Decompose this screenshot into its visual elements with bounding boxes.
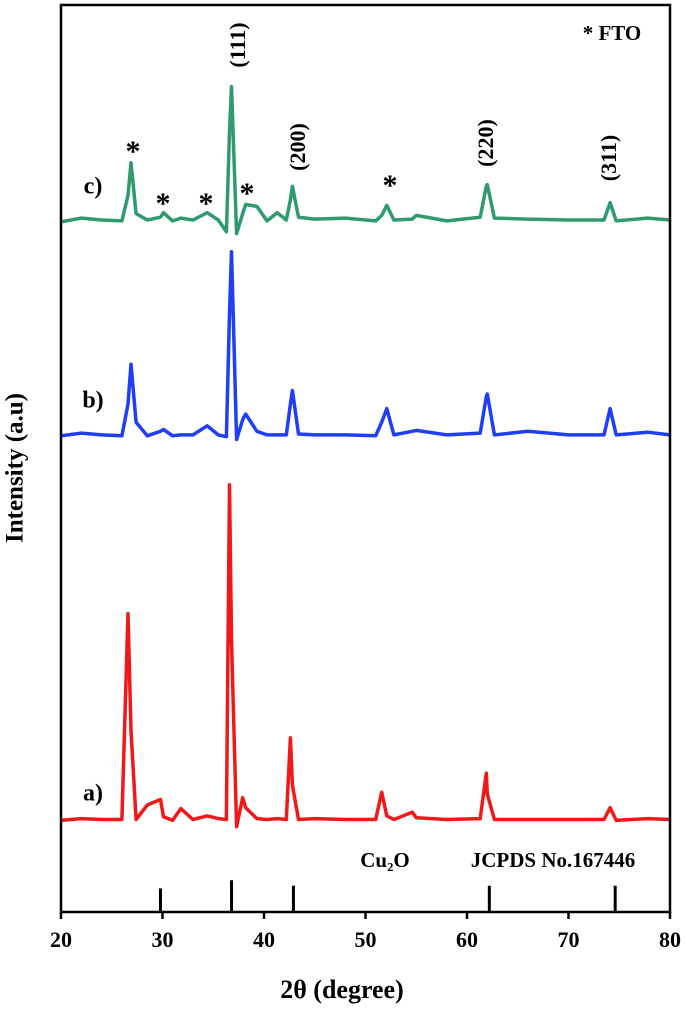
series-line (60, 483, 671, 829)
series-line (60, 84, 671, 236)
series-label: c) (84, 174, 103, 200)
reference-compound: Cu₂O (360, 848, 409, 872)
x-tick-label: 60 (456, 927, 478, 952)
annotation: (111) (225, 22, 250, 67)
annotation: (311) (596, 135, 621, 181)
annotation: (220) (473, 119, 498, 167)
series-line (60, 249, 671, 442)
x-tick-label: 30 (152, 927, 174, 952)
annotation: * (240, 177, 255, 210)
series-label: b) (82, 388, 103, 414)
annotation: * FTO (583, 21, 642, 45)
annotation: * (126, 135, 141, 168)
x-tick-label: 20 (50, 927, 72, 952)
x-tick-label: 70 (558, 927, 580, 952)
annotation: * (156, 187, 171, 220)
series-label: a) (83, 781, 103, 807)
annotation: * (199, 187, 214, 220)
x-tick-label: 50 (355, 927, 377, 952)
y-axis-label: Intensity (a.u) (2, 393, 29, 543)
x-tick-label: 40 (253, 927, 275, 952)
annotation: * (383, 169, 398, 202)
reference-label: JCPDS No.167446 (471, 848, 636, 872)
plot-frame (59, 3, 672, 914)
annotation: (200) (285, 123, 310, 171)
x-axis-label: 2θ (degree) (280, 975, 404, 1004)
x-tick-label: 80 (659, 927, 681, 952)
